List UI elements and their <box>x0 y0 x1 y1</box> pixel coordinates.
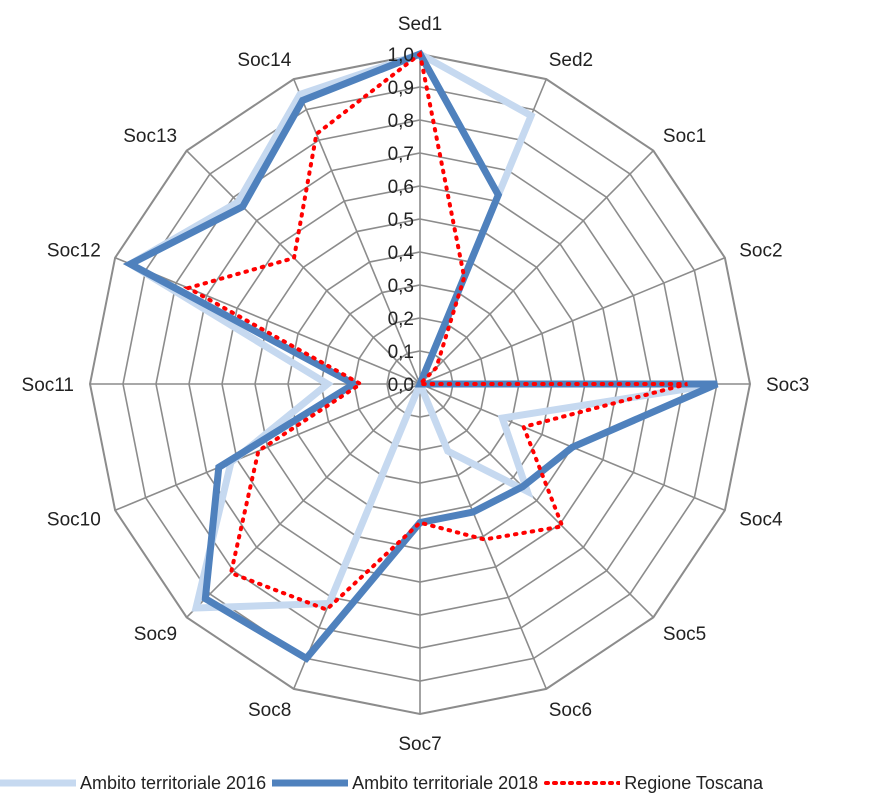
legend-label-2016: Ambito territoriale 2016 <box>80 772 267 793</box>
grid-spoke <box>114 383 421 512</box>
legend-item-2016: Ambito territoriale 2016 <box>0 773 266 794</box>
grid-spoke <box>419 383 654 618</box>
category-label-soc2: Soc2 <box>739 240 782 261</box>
category-label-soc11: Soc11 <box>22 375 74 396</box>
category-label-soc7: Soc7 <box>398 734 441 755</box>
legend-swatch-2016 <box>0 776 76 790</box>
tick-label: 0,6 <box>388 177 414 198</box>
legend-swatch-2018 <box>272 776 349 790</box>
grid-spoke <box>186 150 421 385</box>
category-label-soc9: Soc9 <box>134 624 177 645</box>
series-line-2 <box>122 49 719 663</box>
grid-spoke <box>186 383 421 618</box>
category-label-soc8: Soc8 <box>248 700 291 721</box>
radar-tick-labels: 0,0 0,1 0,2 0,3 0,4 0,5 0,6 0,7 0,8 0,9 1,0 <box>388 45 415 396</box>
series-line-3 <box>183 50 688 612</box>
tick-label: 0,4 <box>388 243 415 264</box>
legend-label-2018: Ambito territoriale 2018 <box>352 772 539 793</box>
legend-label-toscana: Regione Toscana <box>624 772 763 793</box>
grid-spoke <box>419 150 654 385</box>
radar-series <box>122 49 719 663</box>
category-label-sed2: Sed2 <box>549 50 593 71</box>
radar-plot-area: 0,00,10,20,30,40,50,60,70,80,91,0 Sed1Se… <box>22 14 810 755</box>
tick-label: 0,3 <box>388 276 414 297</box>
tick-label: 0,8 <box>388 111 414 132</box>
legend-item-2018: Ambito territoriale 2018 <box>272 773 538 794</box>
category-label-soc12: Soc12 <box>47 240 101 261</box>
legend-item-toscana: Regione Toscana <box>544 773 763 794</box>
category-label-soc10: Soc10 <box>47 510 101 531</box>
legend-swatch-toscana <box>544 776 623 790</box>
grid-spoke <box>292 78 421 385</box>
legend: Ambito territoriale 2016 Ambito territor… <box>0 766 869 800</box>
category-label-soc6: Soc6 <box>549 700 592 721</box>
category-label-sed1: Sed1 <box>398 14 442 35</box>
grid-spoke <box>114 256 421 385</box>
tick-label: 1,0 <box>388 45 414 66</box>
tick-label: 0,0 <box>388 375 414 396</box>
tick-label: 0,5 <box>388 210 414 231</box>
category-label-soc3: Soc3 <box>766 375 809 396</box>
category-label-soc5: Soc5 <box>663 624 706 645</box>
tick-label: 0,1 <box>388 342 414 363</box>
tick-label: 0,2 <box>388 309 414 330</box>
radar-category-labels: Sed1 Sed2 Soc1 Soc2 Soc3 Soc4 Soc5 Soc6 Soc7 Soc8… <box>22 14 810 755</box>
grid-spoke <box>419 256 726 385</box>
category-label-soc1: Soc1 <box>663 126 706 147</box>
category-label-soc4: Soc4 <box>739 510 783 531</box>
tick-label: 0,7 <box>388 144 414 165</box>
category-label-soc14: Soc14 <box>237 50 291 71</box>
category-label-soc13: Soc13 <box>123 126 177 147</box>
tick-label: 0,9 <box>388 78 414 99</box>
